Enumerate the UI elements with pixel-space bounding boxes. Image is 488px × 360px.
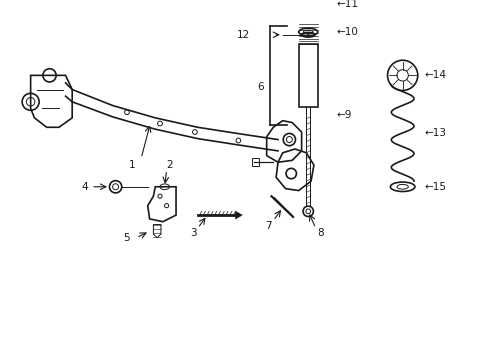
Text: ←10: ←10 (336, 27, 358, 37)
Text: ←9: ←9 (336, 110, 351, 120)
Text: ←14: ←14 (424, 70, 446, 80)
Text: 2: 2 (166, 160, 172, 170)
Text: 12: 12 (236, 30, 249, 40)
Text: ←13: ←13 (424, 128, 446, 138)
Text: 1: 1 (128, 160, 135, 170)
Text: 8: 8 (317, 228, 323, 238)
Text: 7: 7 (264, 221, 271, 231)
Polygon shape (235, 211, 242, 219)
Text: ←15: ←15 (424, 182, 446, 192)
Text: 5: 5 (123, 233, 130, 243)
Text: 4: 4 (81, 182, 87, 192)
Text: ←11: ←11 (336, 0, 358, 9)
Text: 6: 6 (257, 82, 264, 92)
Text: 3: 3 (189, 228, 196, 238)
